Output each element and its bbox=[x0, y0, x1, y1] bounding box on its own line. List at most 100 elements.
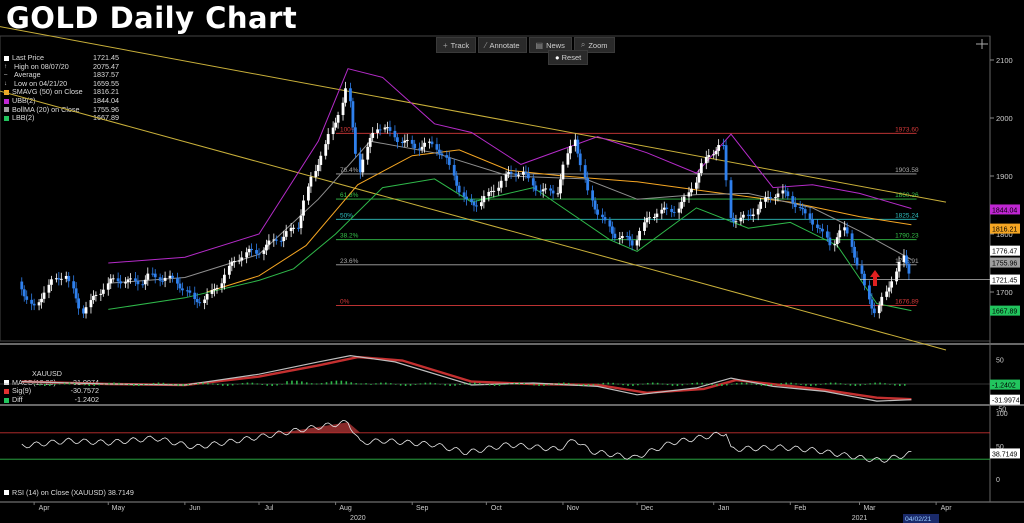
legend-value: 1844.04 bbox=[93, 95, 119, 105]
candle-body bbox=[119, 281, 123, 284]
candle-body bbox=[556, 193, 560, 195]
legend-label: Diff bbox=[12, 394, 23, 404]
candle-body bbox=[860, 265, 864, 274]
macd-histogram-bar bbox=[617, 383, 619, 385]
candle-body bbox=[349, 88, 352, 102]
macd-histogram-bar bbox=[706, 383, 708, 385]
candle-body bbox=[146, 273, 150, 280]
candle-body bbox=[116, 278, 120, 282]
candle-body bbox=[739, 217, 743, 222]
candle-body bbox=[247, 248, 251, 253]
candle-body bbox=[22, 289, 26, 297]
macd-histogram-bar bbox=[839, 383, 842, 385]
x-year-label: 2021 bbox=[852, 515, 868, 522]
candle-body bbox=[855, 257, 859, 266]
candle-body bbox=[472, 201, 476, 206]
legend-label: Low on 04/21/20 bbox=[14, 78, 68, 88]
macd-histogram-bar bbox=[137, 384, 140, 386]
macd-histogram-bar bbox=[765, 384, 768, 386]
macd-histogram-bar bbox=[93, 384, 96, 386]
candle-body bbox=[54, 278, 58, 280]
pencil-icon: ⁄ bbox=[485, 40, 487, 50]
legend-row: UBB(2) 1844.04 bbox=[4, 95, 119, 106]
macd-histogram-bar bbox=[775, 384, 778, 385]
candle-body bbox=[662, 207, 666, 210]
candle-body bbox=[388, 127, 392, 131]
macd-histogram-bar bbox=[656, 382, 659, 385]
macd-histogram-bar bbox=[389, 383, 392, 385]
macd-histogram-bar bbox=[750, 383, 753, 385]
fib-pct-label: 0% bbox=[340, 298, 350, 305]
candle-body bbox=[265, 244, 268, 251]
candle-body bbox=[497, 187, 501, 191]
reset-label: Reset bbox=[561, 53, 582, 62]
macd-histogram-bar bbox=[172, 384, 175, 386]
macd-histogram-bar bbox=[903, 384, 906, 386]
candle-body bbox=[198, 302, 202, 304]
candle-body bbox=[544, 188, 548, 190]
reset-button[interactable]: ● Reset bbox=[548, 50, 589, 65]
candle-body bbox=[524, 171, 528, 174]
candle-body bbox=[764, 197, 767, 202]
macd-symbol: XAUUSD bbox=[32, 369, 62, 378]
legend-value: 1667.89 bbox=[93, 113, 119, 123]
candle-body bbox=[405, 139, 409, 141]
candle-body bbox=[601, 214, 604, 218]
candle-body bbox=[393, 130, 397, 138]
track-button[interactable]: + Track bbox=[436, 37, 477, 53]
macd-histogram-bar bbox=[305, 382, 308, 385]
annotate-button[interactable]: ⁄ Annotate bbox=[478, 37, 527, 53]
dash-icon: – bbox=[4, 72, 8, 79]
macd-line bbox=[21, 354, 912, 402]
candle-body bbox=[828, 237, 832, 246]
candle-body bbox=[47, 284, 51, 293]
macd-histogram-bar bbox=[439, 384, 441, 385]
macd-histogram-bar bbox=[365, 383, 367, 385]
candle-body bbox=[811, 219, 814, 225]
candle-body bbox=[99, 293, 103, 295]
candle-body bbox=[215, 287, 219, 289]
macd-tick-label: -50 bbox=[996, 407, 1006, 414]
candle-body bbox=[40, 298, 43, 303]
price-tag-label: 1816.21 bbox=[992, 227, 1017, 234]
macd-histogram-bar bbox=[152, 382, 155, 385]
candle-body bbox=[652, 217, 656, 219]
candle-body bbox=[620, 236, 624, 238]
x-tick-label: Oct bbox=[491, 505, 502, 512]
macd-histogram-bar bbox=[375, 383, 377, 385]
candle-body bbox=[395, 137, 399, 143]
candle-body bbox=[596, 209, 599, 215]
macd-histogram-bar bbox=[627, 384, 629, 386]
candle-body bbox=[724, 145, 728, 181]
legend-row: Last Price 1721.45 bbox=[4, 53, 119, 63]
legend-label: Average bbox=[14, 70, 41, 80]
candle-body bbox=[232, 260, 236, 262]
macd-histogram-bar bbox=[182, 384, 184, 386]
macd-histogram-bar bbox=[103, 383, 105, 385]
zoom-button[interactable]: ⌕ Zoom bbox=[573, 37, 615, 53]
candle-body bbox=[870, 299, 874, 309]
x-tick-label: Apr bbox=[941, 505, 953, 512]
macd-histogram-bar bbox=[721, 384, 723, 386]
x-tick-label: Apr bbox=[39, 505, 51, 512]
candle-body bbox=[420, 146, 424, 150]
legend-label: Sig(9) bbox=[12, 386, 32, 396]
candle-body bbox=[781, 190, 785, 194]
y-tick-label: 1700 bbox=[996, 288, 1013, 297]
chart-title: GOLD Daily Chart bbox=[6, 1, 298, 35]
macd-histogram-bar bbox=[370, 384, 372, 385]
macd-histogram-bar bbox=[404, 384, 407, 386]
macd-histogram-bar bbox=[834, 382, 837, 385]
macd-histogram-bar bbox=[202, 382, 204, 385]
candle-body bbox=[267, 240, 271, 245]
legend-label: LBB(2) bbox=[12, 113, 35, 123]
macd-histogram-bar bbox=[108, 382, 110, 385]
candle-body bbox=[452, 164, 456, 176]
candle-body bbox=[559, 179, 562, 194]
candle-body bbox=[358, 153, 362, 173]
price-tag-label: 1755.96 bbox=[992, 261, 1017, 268]
candle-body bbox=[648, 217, 651, 219]
legend-value: -30.7572 bbox=[70, 386, 99, 396]
candle-body bbox=[37, 302, 41, 306]
